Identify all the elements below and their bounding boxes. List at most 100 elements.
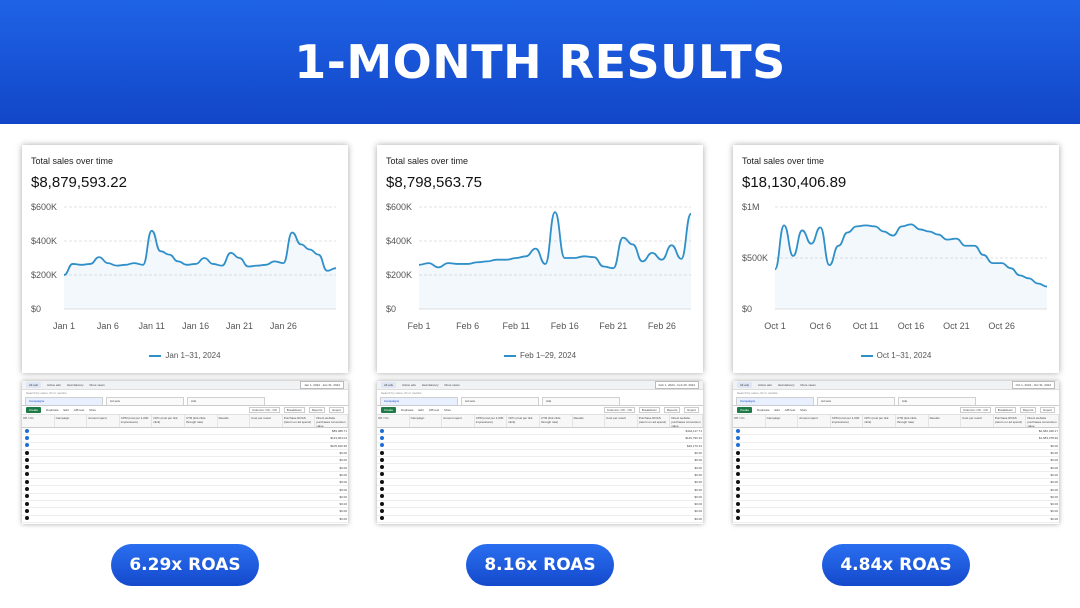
toggle-switch[interactable] bbox=[733, 443, 747, 448]
toggle-switch[interactable] bbox=[733, 435, 747, 441]
table-row[interactable]: $0.00 bbox=[733, 472, 1059, 480]
toggle-switch[interactable] bbox=[733, 428, 747, 434]
toggle-switch[interactable] bbox=[377, 472, 391, 477]
table-row[interactable]: $0.00 bbox=[733, 457, 1059, 465]
table-row[interactable]: $0.00 bbox=[22, 486, 348, 494]
action-button[interactable]: A/B test bbox=[73, 408, 85, 412]
action-button[interactable]: Breakdown bbox=[994, 407, 1016, 413]
table-row[interactable]: $0.00 bbox=[733, 501, 1059, 509]
view-pill[interactable]: All ads bbox=[26, 382, 42, 388]
table-row[interactable]: $0.00 bbox=[377, 479, 703, 487]
toggle-switch[interactable] bbox=[377, 516, 391, 521]
action-button[interactable]: Columns: CD - CD bbox=[959, 407, 991, 413]
table-row[interactable]: $0.00 bbox=[377, 494, 703, 501]
tab-ad-sets[interactable]: Ad sets bbox=[461, 397, 539, 405]
table-row[interactable]: $0.00 bbox=[22, 479, 348, 487]
action-button[interactable]: Export bbox=[329, 407, 344, 413]
action-button[interactable]: Breakdown bbox=[283, 407, 305, 413]
create-button[interactable]: Create bbox=[381, 407, 397, 413]
toggle-switch[interactable] bbox=[22, 457, 36, 463]
action-button[interactable]: Duplicate bbox=[757, 408, 770, 412]
view-pill[interactable]: Had delivery bbox=[66, 383, 84, 387]
toggle-switch[interactable] bbox=[377, 428, 391, 434]
toggle-switch[interactable] bbox=[377, 443, 391, 448]
table-row[interactable]: $1,683,378.90 bbox=[733, 435, 1059, 443]
toggle-switch[interactable] bbox=[733, 516, 747, 521]
date-range-picker[interactable]: Feb 1, 2024 - Feb 29, 2024 bbox=[654, 381, 699, 389]
table-row[interactable]: $0.00 bbox=[733, 479, 1059, 487]
table-row[interactable]: $2,082,448.17 bbox=[733, 428, 1059, 436]
table-row[interactable]: $0.00 bbox=[377, 508, 703, 516]
action-button[interactable]: Breakdown bbox=[638, 407, 660, 413]
table-row[interactable]: $0.00 bbox=[733, 443, 1059, 450]
table-row[interactable]: $0.00 bbox=[377, 501, 703, 509]
view-pill[interactable]: All ads bbox=[737, 382, 753, 388]
view-pill[interactable]: Had delivery bbox=[777, 383, 795, 387]
table-row[interactable]: $105,620.95 bbox=[22, 443, 348, 450]
action-button[interactable]: Reports bbox=[663, 407, 681, 413]
toggle-switch[interactable] bbox=[22, 465, 36, 470]
action-button[interactable]: Duplicate bbox=[401, 408, 414, 412]
toggle-switch[interactable] bbox=[22, 516, 36, 521]
toggle-switch[interactable] bbox=[733, 465, 747, 470]
tab-ads[interactable]: Ads bbox=[542, 397, 620, 405]
table-row[interactable]: $0.00 bbox=[377, 516, 703, 523]
table-row[interactable]: $40,170.44 bbox=[377, 443, 703, 450]
tab-campaigns[interactable]: Campaigns bbox=[380, 397, 458, 405]
toggle-switch[interactable] bbox=[377, 508, 391, 514]
tab-ads[interactable]: Ads bbox=[898, 397, 976, 405]
toggle-switch[interactable] bbox=[377, 501, 391, 507]
action-button[interactable]: A/B test bbox=[784, 408, 796, 412]
action-button[interactable]: Reports bbox=[308, 407, 326, 413]
toggle-switch[interactable] bbox=[22, 472, 36, 477]
action-button[interactable]: Columns: CD - CD bbox=[603, 407, 635, 413]
tab-ad-sets[interactable]: Ad sets bbox=[817, 397, 895, 405]
toggle-switch[interactable] bbox=[377, 487, 391, 492]
toggle-switch[interactable] bbox=[377, 435, 391, 441]
action-button[interactable]: Export bbox=[684, 407, 699, 413]
table-row[interactable]: $0.00 bbox=[22, 508, 348, 516]
table-row[interactable]: $0.00 bbox=[22, 464, 348, 472]
table-row[interactable]: $444,117.71 bbox=[377, 428, 703, 436]
table-row[interactable]: $0.00 bbox=[22, 516, 348, 523]
tab-campaigns[interactable]: Campaigns bbox=[25, 397, 103, 405]
table-search-input[interactable]: Search by name, ID or metrics bbox=[381, 391, 422, 395]
toggle-switch[interactable] bbox=[733, 472, 747, 477]
toggle-switch[interactable] bbox=[22, 501, 36, 507]
toggle-switch[interactable] bbox=[22, 435, 36, 441]
action-button[interactable]: Edit bbox=[63, 408, 69, 412]
table-row[interactable]: $0.00 bbox=[377, 450, 703, 458]
toggle-switch[interactable] bbox=[377, 450, 391, 456]
table-row[interactable]: $0.00 bbox=[22, 501, 348, 509]
table-row[interactable]: $0.00 bbox=[22, 450, 348, 458]
toggle-switch[interactable] bbox=[22, 508, 36, 514]
table-row[interactable]: $0.00 bbox=[733, 494, 1059, 501]
toggle-switch[interactable] bbox=[22, 428, 36, 434]
date-range-picker[interactable]: Oct 1, 2024 - Oct 31, 2024 bbox=[1011, 381, 1055, 389]
tab-ads[interactable]: Ads bbox=[187, 397, 265, 405]
table-row[interactable]: $89,488.71 bbox=[22, 428, 348, 436]
table-row[interactable]: $0.00 bbox=[22, 472, 348, 480]
view-pill[interactable]: Active ads bbox=[758, 383, 772, 387]
toggle-switch[interactable] bbox=[733, 450, 747, 456]
table-row[interactable]: $0.00 bbox=[22, 457, 348, 465]
toggle-switch[interactable] bbox=[733, 487, 747, 492]
view-pill[interactable]: Active ads bbox=[47, 383, 61, 387]
action-button[interactable]: A/B test bbox=[428, 408, 440, 412]
table-row[interactable]: $0.00 bbox=[22, 494, 348, 501]
table-row[interactable]: $0.00 bbox=[733, 464, 1059, 472]
view-pill[interactable]: Had delivery bbox=[421, 383, 439, 387]
table-row[interactable]: $0.00 bbox=[377, 457, 703, 465]
action-button[interactable]: More bbox=[444, 408, 452, 412]
table-row[interactable]: $140,790.16 bbox=[377, 435, 703, 443]
tab-ad-sets[interactable]: Ad sets bbox=[106, 397, 184, 405]
table-search-input[interactable]: Search by name, ID or metrics bbox=[737, 391, 778, 395]
toggle-switch[interactable] bbox=[377, 479, 391, 485]
view-pill[interactable]: More views bbox=[800, 383, 816, 387]
table-row[interactable]: $0.00 bbox=[733, 516, 1059, 523]
tab-campaigns[interactable]: Campaigns bbox=[736, 397, 814, 405]
toggle-switch[interactable] bbox=[22, 443, 36, 448]
action-button[interactable]: More bbox=[89, 408, 97, 412]
action-button[interactable]: Edit bbox=[774, 408, 780, 412]
toggle-switch[interactable] bbox=[377, 494, 391, 499]
